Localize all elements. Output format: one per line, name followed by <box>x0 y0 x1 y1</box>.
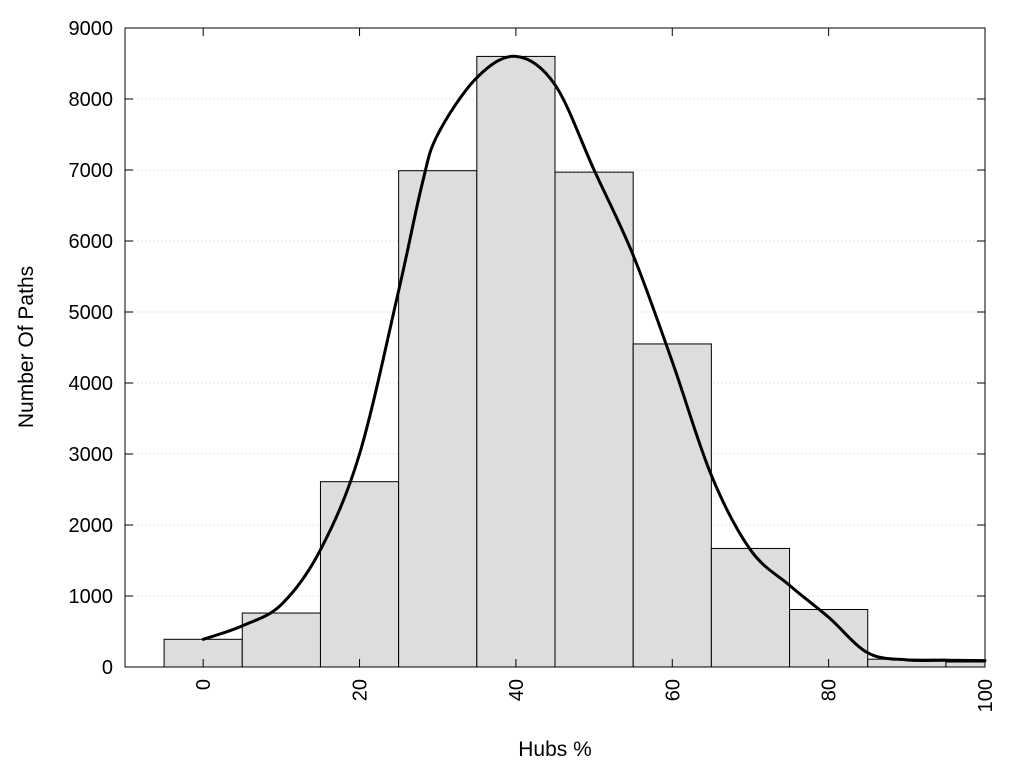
y-tick-label: 5000 <box>69 302 114 324</box>
histogram-bar <box>319 481 400 668</box>
y-axis-ticks: 0 1000 2000 3000 4000 5000 6000 7000 8000 9000 <box>69 18 985 679</box>
x-axis-ticks: 0 20 40 60 80 100 <box>193 28 997 712</box>
histogram-bar <box>945 661 986 668</box>
y-tick-label: 7000 <box>69 160 114 182</box>
x-tick-label: 60 <box>662 679 684 701</box>
histogram-bar <box>554 171 634 668</box>
x-axis-label: Hubs % <box>518 738 592 761</box>
y-tick-label: 4000 <box>69 373 114 395</box>
y-axis-label: Number Of Paths <box>15 266 38 428</box>
x-tick-label: 0 <box>193 679 215 690</box>
grid-lines <box>125 98 985 597</box>
y-tick-label: 1000 <box>69 586 114 608</box>
plot-frame <box>124 27 986 668</box>
histogram-bar <box>398 170 478 668</box>
x-tick-label: 100 <box>975 679 997 712</box>
x-tick-label: 20 <box>350 679 372 701</box>
y-tick-label: 0 <box>102 657 113 679</box>
y-tick-label: 6000 <box>69 231 114 253</box>
y-tick-label: 8000 <box>69 89 114 111</box>
histogram-bar <box>632 343 712 668</box>
y-tick-label: 2000 <box>69 515 114 537</box>
y-tick-label: 9000 <box>69 18 114 40</box>
x-tick-label: 80 <box>819 679 841 701</box>
x-tick-label: 40 <box>506 679 528 701</box>
density-curve-layer <box>201 54 987 663</box>
histogram-bar <box>476 55 556 668</box>
density-curve <box>201 54 987 663</box>
y-tick-label: 3000 <box>69 444 114 466</box>
histogram-bar <box>710 547 791 668</box>
histogram-bars <box>163 55 986 668</box>
